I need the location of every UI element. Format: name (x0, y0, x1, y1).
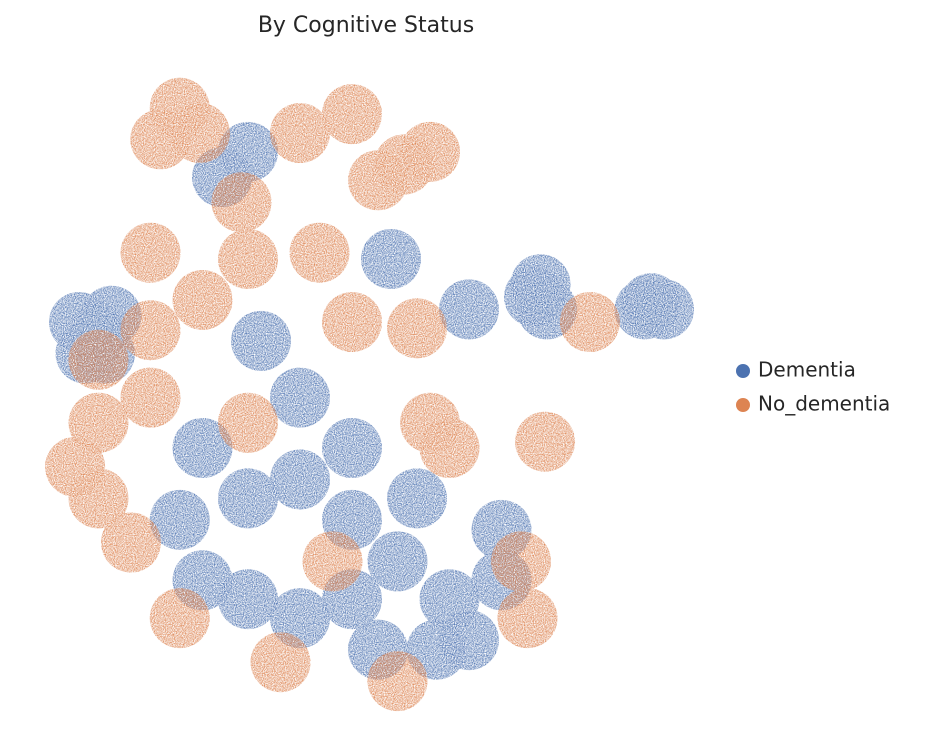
point (172, 418, 233, 478)
point (367, 531, 428, 592)
point (322, 292, 382, 352)
point (387, 468, 447, 529)
point (497, 588, 558, 649)
point (231, 310, 291, 371)
point (367, 651, 428, 712)
point (101, 512, 161, 573)
point (218, 468, 278, 529)
point (439, 610, 499, 671)
point (218, 392, 278, 453)
point (419, 418, 480, 478)
point (211, 172, 272, 233)
point (169, 103, 230, 163)
point (149, 588, 210, 649)
point (120, 222, 181, 283)
point (218, 121, 278, 182)
chart-title: By Cognitive Status (258, 13, 474, 38)
point (614, 279, 675, 340)
point (491, 531, 551, 592)
legend-marker (736, 364, 750, 378)
legend-marker (736, 398, 750, 412)
point (68, 329, 129, 390)
point (387, 298, 447, 359)
point (400, 121, 460, 182)
point (559, 292, 620, 352)
point (439, 279, 499, 340)
point (510, 254, 571, 315)
point (68, 392, 129, 453)
legend-label: Dementia (758, 358, 856, 382)
point (515, 411, 576, 472)
point (120, 367, 181, 428)
series-points (45, 77, 620, 712)
point (348, 150, 408, 211)
point (149, 489, 210, 550)
point (250, 632, 311, 693)
point (270, 367, 330, 428)
point (289, 222, 350, 283)
point (218, 569, 278, 630)
point (322, 84, 382, 145)
point (270, 103, 330, 163)
point (361, 229, 421, 289)
point (218, 229, 278, 289)
point (120, 300, 181, 361)
point (68, 468, 129, 529)
plot-area (45, 77, 694, 712)
point (270, 449, 330, 510)
legend-label: No_dementia (758, 392, 890, 416)
point (172, 269, 233, 330)
point (302, 531, 363, 592)
point (322, 418, 382, 478)
legend: Dementia No_dementia (736, 358, 890, 416)
